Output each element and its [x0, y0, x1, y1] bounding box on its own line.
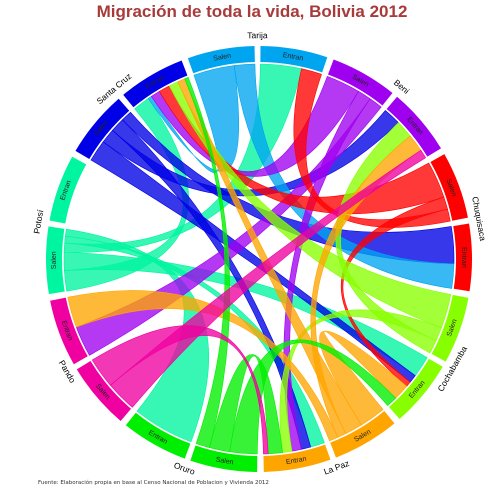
ribbon-santa-cruz-to-la-paz	[112, 119, 312, 450]
arc-chuquisaca-entran	[453, 223, 472, 292]
arc-cochabamba-salen	[431, 294, 469, 362]
label-potosi-salen: Salen	[51, 251, 58, 269]
arc-beni-salen	[327, 59, 393, 106]
label-tarija-entran: Entran	[282, 52, 304, 62]
ribbon-beni-to-santa-cruz	[150, 75, 359, 177]
ribbon-cochabamba-to-santa-cruz	[168, 81, 452, 329]
department-label-potosi: Potosí	[31, 208, 45, 234]
ribbons	[63, 63, 455, 455]
ribbon-la-paz-to-pando	[67, 290, 339, 442]
label-chuquisaca-entran: Entran	[460, 247, 467, 268]
arc-chuquisaca-salen	[430, 154, 468, 221]
arc-cochabamba-entran	[389, 358, 443, 420]
ribbon-pando-to-la-paz	[91, 325, 269, 455]
chart-title: Migración de toda la vida, Bolivia 2012	[96, 2, 408, 21]
label-oruro-salen: Salen	[215, 456, 234, 466]
arc-la-paz-entran	[263, 444, 331, 472]
arc-beni-entran	[386, 96, 441, 157]
ribbon-santa-cruz-to-chuquisaca	[122, 111, 455, 265]
arc-potosi-entran	[49, 156, 87, 224]
arc-oruro-salen	[190, 445, 258, 472]
arc-santa-cruz-salen	[75, 98, 130, 160]
arc-tarija-salen	[187, 46, 255, 74]
department-label-oruro: Oruro	[173, 460, 197, 477]
ribbon-chuquisaca-to-santa-cruz	[158, 85, 445, 214]
arc-santa-cruz-entran	[123, 60, 188, 108]
label-la-paz-entran: Entran	[285, 456, 307, 467]
arc-oruro-entran	[125, 412, 191, 459]
ribbon-cochabamba-to-beni	[335, 122, 437, 354]
arc-pando-entran	[50, 297, 88, 365]
source-note: Fuente: Elaboración propia en base al Ce…	[38, 480, 269, 486]
arc-potosi-salen	[45, 226, 65, 295]
arc-la-paz-salen	[330, 411, 395, 458]
ribbon-oruro-to-cochabamba	[229, 339, 397, 455]
department-label-santa-cruz: Santa Cruz	[95, 71, 134, 106]
ribbon-potosi-to-cochabamba	[63, 251, 428, 377]
ribbon-chuquisaca-to-tarija	[293, 68, 451, 228]
department-label-beni: Beni	[392, 77, 412, 96]
department-label-chuquisaca: Chuquisaca	[470, 196, 488, 242]
ribbon-oruro-to-la-paz	[209, 354, 283, 455]
arc-tarija-entran	[260, 46, 328, 73]
department-label-tarija: Tarija	[247, 30, 268, 40]
label-tarija-salen: Salen	[213, 53, 232, 63]
ribbon-tarija-to-santa-cruz	[147, 65, 240, 174]
arc-pando-salen	[76, 361, 132, 421]
department-arcs: Salen Entran Potosí Salen Entran Santa Cruz Sa…	[31, 30, 488, 477]
